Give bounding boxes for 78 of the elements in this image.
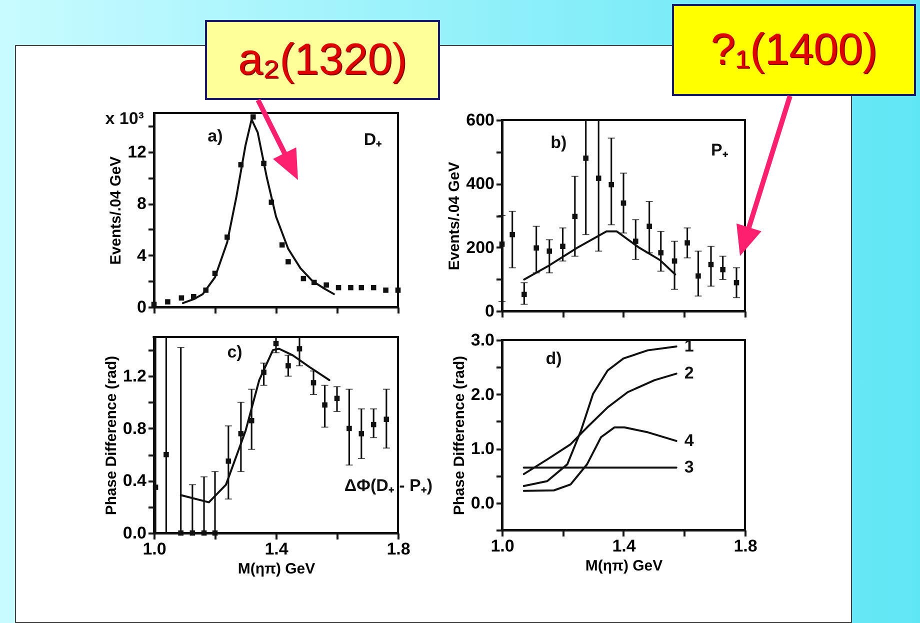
text: x 10³	[105, 108, 144, 128]
y-tick-label: 400	[466, 174, 494, 194]
x-tick-label: 1.4	[264, 540, 289, 558]
annotation: d)	[546, 349, 562, 368]
point	[510, 232, 515, 238]
y-tick-label: 3.0	[470, 330, 494, 350]
series-label: 2	[684, 364, 694, 383]
point	[348, 284, 354, 290]
line-series	[522, 346, 678, 488]
point	[322, 402, 328, 408]
point	[560, 244, 566, 250]
point	[310, 380, 316, 386]
point	[734, 280, 740, 286]
annotation: D₊	[364, 130, 382, 150]
point	[395, 288, 401, 293]
point	[633, 238, 638, 244]
x-axis-title: M(ηπ) GeV	[585, 558, 663, 574]
y-tick-label: 0.0	[122, 524, 146, 542]
point	[658, 250, 664, 256]
point	[684, 240, 690, 246]
y-axis-title: Phase Difference (rad)	[102, 356, 120, 516]
y-tick-label: 12	[128, 142, 146, 162]
x-tick-label: 1.0	[490, 536, 514, 556]
point	[296, 346, 302, 352]
series-label: 3	[684, 458, 694, 477]
y-tick-label: 200	[466, 238, 494, 257]
point	[165, 299, 170, 304]
y-tick-label: 0.4	[122, 471, 148, 490]
point	[346, 426, 352, 432]
point	[546, 248, 552, 254]
point	[384, 416, 390, 422]
callout-box: ?₁(1400)	[672, 4, 916, 96]
y-tick-label: 1.2	[122, 366, 146, 386]
y-tick-label: 0	[137, 298, 146, 316]
point	[522, 292, 527, 298]
point	[646, 224, 652, 229]
point	[152, 484, 158, 490]
annotation: ΔΦ(D₊ - P₊)	[344, 476, 433, 495]
x-tick-label: 1.8	[386, 540, 410, 558]
callout-box: a₂(1320)	[205, 20, 440, 100]
point	[286, 259, 291, 264]
point	[583, 156, 588, 161]
y-axis-title: Phase Difference (rad)	[450, 356, 468, 516]
point	[358, 431, 364, 436]
y-tick-label: 1.0	[470, 439, 494, 458]
y-tick-label: 600	[466, 110, 494, 130]
point	[238, 431, 244, 436]
point	[178, 530, 184, 536]
annotation: c)	[227, 342, 242, 362]
point	[324, 282, 329, 288]
y-tick-label: 0.8	[122, 418, 146, 438]
y-tick-label: 0.0	[470, 493, 494, 512]
point	[596, 176, 602, 181]
y-tick-label: 8	[137, 194, 146, 214]
annotation: P₊	[710, 140, 728, 160]
point	[696, 273, 701, 279]
line-series	[522, 426, 678, 492]
point	[286, 363, 291, 368]
point	[608, 182, 614, 188]
annotation: b)	[550, 132, 567, 152]
point	[499, 242, 505, 247]
point	[383, 288, 388, 293]
y-tick-label: 2.0	[470, 384, 494, 404]
annotation: a)	[208, 126, 223, 146]
point	[720, 266, 726, 272]
point	[164, 452, 169, 458]
y-tick-label: 0	[485, 302, 494, 320]
series-label: 4	[684, 430, 694, 450]
x-axis-title: M(ηπ) GeV	[238, 560, 316, 578]
point	[250, 114, 256, 120]
y-axis-title: Events/.04 GeV	[108, 156, 125, 265]
y-tick-label: 4	[137, 246, 148, 265]
x-tick-label: 1.8	[734, 536, 758, 556]
point	[534, 245, 539, 251]
point	[248, 418, 254, 424]
x-tick-label: 1.4	[612, 536, 636, 556]
point	[226, 458, 232, 464]
y-axis-title: Events/.04 GeV	[446, 162, 464, 270]
